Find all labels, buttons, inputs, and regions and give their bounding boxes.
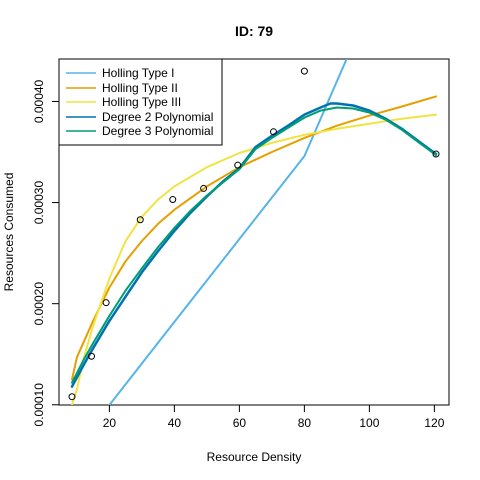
x-tick-label: 100 xyxy=(359,416,379,430)
x-tick-label: 40 xyxy=(168,416,182,430)
data-point xyxy=(300,67,308,75)
data-point xyxy=(88,352,95,360)
plot-frame xyxy=(58,58,450,406)
series-line-degree-2-polynomial xyxy=(70,102,438,388)
x-tick-label: 120 xyxy=(424,416,444,430)
x-tick-label: 20 xyxy=(103,416,117,430)
series-line-holling-type-iii xyxy=(71,113,437,405)
legend-label-degree-2-polynomial: Degree 2 Polynomial xyxy=(102,110,213,124)
y-tick-label: 0.00010 xyxy=(32,383,46,427)
y-tick-label: 0.00030 xyxy=(32,181,46,225)
observed-points xyxy=(68,67,440,401)
series-line-holling-type-i xyxy=(108,59,348,405)
y-axis-label: Resources Consumed xyxy=(2,173,16,292)
series-line-degree-3-polynomial xyxy=(71,106,437,384)
data-point xyxy=(169,196,177,204)
data-point xyxy=(200,184,208,192)
chart-title: ID: 79 xyxy=(235,23,273,39)
fitted-curves xyxy=(70,59,438,405)
legend-label-holling-type-iii: Holling Type III xyxy=(102,95,181,109)
data-point xyxy=(102,299,110,307)
data-point xyxy=(234,161,242,169)
legend: Holling Type I Holling Type II Holling T… xyxy=(58,58,223,146)
data-point xyxy=(136,216,144,224)
data-point xyxy=(270,128,277,136)
x-axis-ticks: 20 40 60 80 100 120 xyxy=(103,405,445,430)
x-tick-label: 80 xyxy=(298,416,312,430)
x-tick-label: 60 xyxy=(233,416,247,430)
data-point xyxy=(68,393,76,401)
y-axis-ticks: 0.00010 0.00020 0.00030 0.00040 xyxy=(32,79,59,426)
y-tick-label: 0.00020 xyxy=(32,282,46,326)
x-axis-label: Resource Density xyxy=(207,450,302,464)
legend-label-holling-type-ii: Holling Type II xyxy=(102,81,178,95)
data-point xyxy=(432,150,440,158)
y-tick-label: 0.00040 xyxy=(32,79,46,123)
legend-label-degree-3-polynomial: Degree 3 Polynomial xyxy=(102,124,213,138)
legend-label-holling-type-i: Holling Type I xyxy=(102,66,175,80)
